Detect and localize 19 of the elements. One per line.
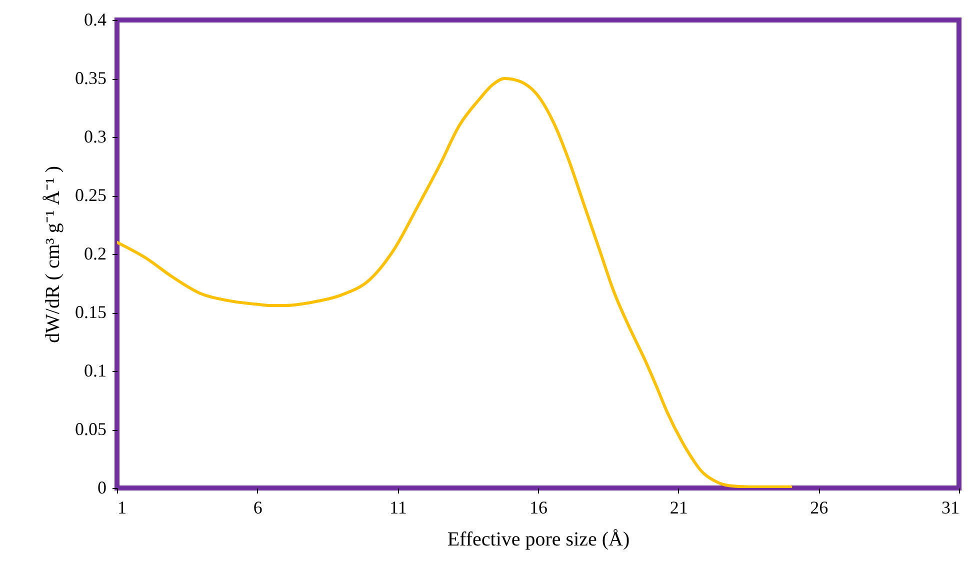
y-tick-label: 0.4 [84,10,106,30]
y-tick-label: 0.15 [75,302,106,322]
y-tick-label: 0.3 [84,126,106,146]
y-tick-label: 0.35 [75,68,106,88]
x-tick-label: 31 [942,498,960,518]
x-tick-label: 11 [389,498,407,518]
y-axis-title: dW/dR ( cm³ g⁻¹ Å⁻¹ ) [42,166,64,343]
y-tick-label: 0.2 [84,244,106,264]
y-tick-label: 0.25 [75,185,106,205]
line-series [117,77,792,488]
y-tick-label: 0.1 [84,360,106,380]
x-tick-label: 1 [118,498,126,518]
y-tick-label: 0.05 [75,419,106,439]
x-tick-label: 26 [810,498,828,518]
x-tick-label: 6 [253,498,262,518]
y-tick-label: 0 [98,478,106,498]
x-tick-label: 16 [530,498,548,518]
x-axis-title: Effective pore size (Å) [447,528,630,550]
x-tick-label: 21 [670,498,688,518]
